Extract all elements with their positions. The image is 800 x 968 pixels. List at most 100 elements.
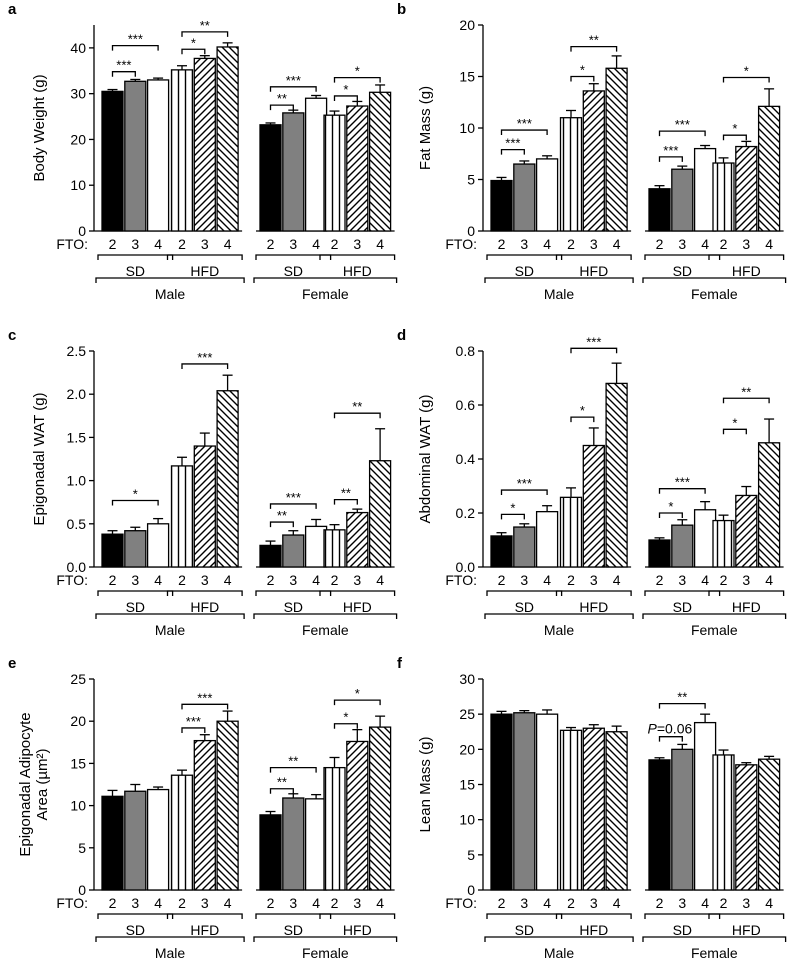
- bar: [605, 731, 628, 891]
- fto-level-label: 2: [567, 236, 575, 252]
- bar: [605, 382, 628, 568]
- diet-bracket: [97, 590, 174, 596]
- y-tick-label: 5: [467, 172, 475, 188]
- significance-stars: **: [277, 508, 287, 523]
- fto-level-label: 4: [701, 572, 709, 588]
- bar: [259, 124, 282, 232]
- fto-level-label: 3: [678, 236, 686, 252]
- significance-stars: **: [277, 775, 287, 790]
- bar: [535, 510, 559, 568]
- y-tick-label: 30: [70, 86, 86, 102]
- diet-label: HFD: [579, 922, 608, 938]
- bar: [368, 91, 392, 232]
- fto-level-label: 3: [520, 236, 528, 252]
- panel-label: f: [397, 655, 403, 672]
- fto-level-label: 4: [613, 572, 621, 588]
- diet-bracket: [708, 254, 785, 260]
- bar: [712, 519, 735, 568]
- significance-stars: ***: [286, 490, 301, 505]
- sex-bracket: [95, 936, 245, 942]
- sex-bracket: [484, 936, 634, 942]
- y-tick-label: 10: [70, 798, 86, 814]
- panel-label: b: [397, 1, 406, 18]
- fto-level-label: 3: [201, 572, 209, 588]
- significance-bracket: [570, 45, 618, 52]
- fto-level-label: 4: [312, 572, 320, 588]
- sex-label: Female: [302, 286, 349, 302]
- y-tick-label: 0.2: [456, 505, 476, 521]
- significance-stars: ***: [586, 334, 601, 349]
- y-tick-label: 10: [459, 812, 475, 828]
- significance-bracket: [722, 397, 770, 404]
- significance-bracket: [658, 702, 706, 709]
- diet-label: HFD: [579, 263, 608, 279]
- y-tick-label: 0.4: [456, 451, 476, 467]
- significance-bracket: [333, 723, 358, 729]
- y-tick-label: 20: [459, 741, 475, 757]
- significance-bracket: [333, 498, 358, 505]
- diet-bracket: [486, 913, 563, 919]
- y-axis-label: Epigonadal WAT (g): [31, 392, 48, 525]
- diet-bracket: [166, 913, 243, 919]
- fto-level-label: 3: [131, 895, 139, 911]
- diet-label: HFD: [190, 263, 219, 279]
- significance-stars: ***: [517, 116, 532, 131]
- bar: [124, 790, 147, 891]
- significance-bracket: [500, 513, 525, 520]
- panel-label: d: [397, 327, 406, 344]
- bar: [193, 57, 216, 232]
- fto-level-label: 3: [201, 895, 209, 911]
- sex-bracket: [253, 936, 398, 942]
- fto-level-label: 3: [201, 236, 209, 252]
- diet-bracket: [97, 913, 174, 919]
- y-tick-label: 0.0: [67, 559, 87, 575]
- diet-bracket: [555, 913, 632, 919]
- diet-label: SD: [673, 263, 692, 279]
- diet-bracket: [319, 254, 396, 260]
- bar: [146, 788, 170, 891]
- diet-label: HFD: [579, 599, 608, 615]
- fto-level-label: 4: [154, 572, 162, 588]
- significance-bracket: [181, 31, 229, 37]
- bar: [712, 754, 735, 891]
- fto-level-label: 2: [267, 236, 275, 252]
- bar: [170, 774, 194, 891]
- significance-bracket: [658, 156, 683, 162]
- significance-bracket: [269, 104, 294, 111]
- significance-stars: ***: [675, 475, 690, 490]
- y-axis-label: Lean Mass (g): [417, 737, 434, 833]
- significance-bracket: [111, 499, 159, 506]
- fto-level-label: 2: [656, 236, 664, 252]
- significance-stars: *: [133, 486, 138, 501]
- bar: [735, 494, 758, 568]
- sex-label: Male: [155, 286, 186, 302]
- bar: [535, 713, 559, 891]
- significance-bracket: [181, 703, 229, 710]
- diet-label: SD: [126, 599, 145, 615]
- fto-level-label: 4: [224, 236, 232, 252]
- fto-row-label: FTO:: [445, 236, 477, 252]
- significance-bracket: [722, 76, 770, 83]
- significance-stars: ***: [128, 32, 143, 47]
- y-tick-label: 20: [70, 131, 86, 147]
- significance-stars: ***: [186, 714, 201, 729]
- fto-level-label: 3: [678, 572, 686, 588]
- y-tick-label: 0.0: [456, 559, 476, 575]
- significance-stars: ***: [675, 117, 690, 132]
- bar: [757, 105, 781, 232]
- fto-level-label: 2: [720, 572, 728, 588]
- fto-level-label: 2: [109, 572, 117, 588]
- y-tick-label: 25: [459, 706, 475, 722]
- bar: [648, 539, 671, 568]
- diet-label: HFD: [343, 599, 372, 615]
- bar: [582, 444, 605, 568]
- bar: [101, 90, 124, 232]
- diet-label: SD: [126, 922, 145, 938]
- fto-row-label: FTO:: [56, 236, 88, 252]
- significance-bracket: [181, 48, 206, 55]
- fto-level-label: 3: [353, 236, 361, 252]
- fto-level-label: 2: [267, 895, 275, 911]
- sex-bracket: [253, 277, 398, 283]
